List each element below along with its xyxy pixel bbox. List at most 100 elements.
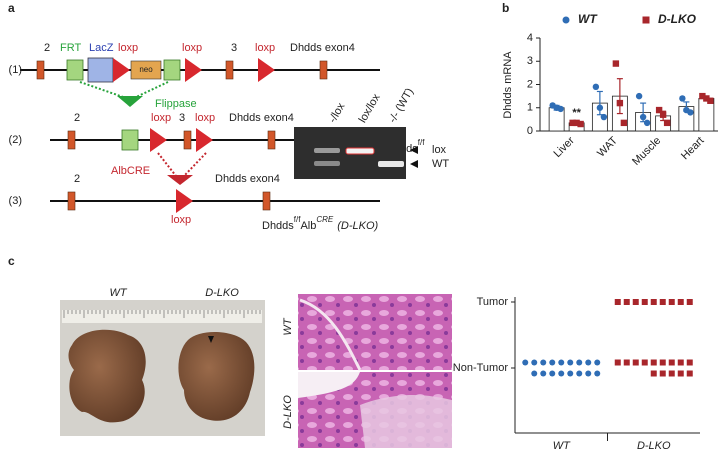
error-bar (616, 78, 623, 115)
marker (600, 113, 608, 121)
exon-label: 3 (231, 42, 237, 54)
x-tick-label: D-LKO (637, 440, 671, 452)
panel-label: a (8, 1, 15, 15)
marker (549, 370, 556, 377)
marker (632, 359, 639, 366)
marker (668, 359, 675, 366)
histology (298, 294, 452, 448)
gel-band: lox (432, 144, 447, 156)
marker (540, 370, 547, 377)
x-tick-label: Heart (679, 135, 707, 163)
y-axis-label: Dhdds mRNA (502, 51, 514, 119)
x-tick-label: WT (553, 440, 571, 452)
marker (573, 119, 580, 127)
marker (558, 370, 565, 377)
marker (540, 359, 547, 366)
flippase-arrow (79, 81, 169, 107)
panel-label: c (8, 254, 15, 268)
loxp-label: loxp (171, 214, 191, 226)
flippase-label: Flippase (155, 98, 197, 110)
marker (576, 359, 583, 366)
gel (294, 127, 418, 179)
neo-label: neo (139, 65, 153, 74)
marker (677, 359, 684, 366)
driver: Alb (300, 220, 316, 232)
marker (703, 95, 710, 102)
annotation: ** (572, 107, 581, 119)
exon-label: Dhdds exon4 (229, 112, 294, 124)
marker (585, 370, 592, 377)
allele-label: Dhddsf/fAlbCRE(D-LKO) (262, 215, 379, 232)
tag: (D-LKO) (337, 220, 378, 232)
marker (623, 359, 630, 366)
marker (522, 359, 529, 366)
y-tick-label: 0 (527, 125, 533, 137)
loxp-label: loxp (182, 42, 202, 54)
marker (687, 109, 694, 116)
legend-label: D-LKO (658, 12, 697, 26)
loxp-label: loxp (255, 42, 275, 54)
panel-label: b (502, 1, 509, 15)
row-label: (3) (9, 195, 22, 207)
y-tick-label: Non-Tumor (453, 362, 509, 374)
marker (677, 370, 684, 377)
driver-sup: CRE (316, 215, 334, 224)
marker (650, 370, 657, 377)
photo-label: D-LKO (205, 287, 239, 299)
row-label: (1) (9, 64, 22, 76)
frt-label: FRT (60, 42, 81, 54)
marker (569, 119, 576, 127)
legend-label: WT (578, 12, 598, 26)
marker (577, 120, 584, 128)
marker (632, 299, 639, 305)
marker (549, 359, 556, 366)
row-label: (2) (9, 134, 22, 146)
gel-band: WT (432, 158, 449, 170)
allele-sup: f/f (418, 138, 425, 147)
loxp-label: loxp (118, 42, 138, 54)
marker (668, 370, 675, 377)
marker (576, 370, 583, 377)
marker (562, 16, 570, 24)
marker (641, 299, 648, 305)
y-tick-label: 3 (527, 55, 533, 67)
exon-label: Dhdds exon4 (215, 173, 280, 185)
exon-label: 2 (44, 42, 50, 54)
liver-photo (60, 300, 265, 436)
marker (594, 359, 601, 366)
marker (639, 113, 647, 121)
histology-label: WT (282, 317, 294, 335)
marker (659, 299, 666, 305)
marker (567, 359, 574, 366)
marker (620, 119, 628, 127)
loxp-label: loxp (195, 112, 215, 124)
albcre-arrow (157, 152, 207, 185)
construct-3 (50, 189, 380, 213)
loxp-label: loxp (151, 112, 171, 124)
marker (558, 359, 565, 366)
marker (663, 119, 671, 127)
marker (614, 299, 621, 305)
marker (650, 359, 657, 366)
marker (686, 359, 693, 366)
dot-group (614, 359, 693, 377)
marker (659, 370, 666, 377)
marker (642, 16, 650, 24)
marker (531, 370, 538, 377)
x-tick-label: Muscle (630, 135, 663, 168)
exon-label: Dhdds exon4 (290, 42, 355, 54)
marker (567, 370, 574, 377)
exon-label: 2 (74, 173, 80, 185)
histology-label: D-LKO (282, 395, 294, 429)
marker (612, 60, 620, 67)
marker (596, 104, 604, 111)
marker (616, 99, 624, 107)
marker (668, 299, 675, 305)
y-tick-label: 4 (527, 32, 533, 44)
marker (592, 83, 600, 91)
lacz-label: LacZ (89, 42, 114, 54)
albcre-label: AlbCRE (111, 165, 150, 177)
marker (659, 359, 666, 366)
x-tick-label: WAT (595, 134, 620, 159)
marker (557, 105, 564, 113)
